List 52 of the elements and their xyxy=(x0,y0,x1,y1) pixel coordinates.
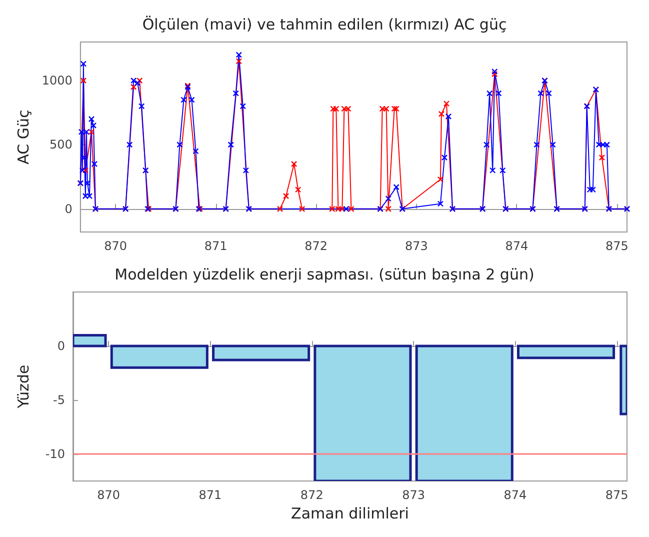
point xyxy=(330,106,336,112)
x-tick-label: 875 xyxy=(606,239,628,253)
y-tick-label: -10 xyxy=(45,447,65,461)
y-axis-title: Yüzde xyxy=(14,364,32,410)
y-tick-label: 500 xyxy=(50,138,72,152)
point xyxy=(339,206,346,212)
chart-title: Ölçülen (mavi) ve tahmin edilen (kırmızı) AC güç xyxy=(142,16,507,34)
point xyxy=(276,206,284,212)
point xyxy=(282,192,290,200)
x-axis-title: Zaman dilimleri xyxy=(291,504,409,522)
point xyxy=(335,206,342,212)
x-tick-label: 872 xyxy=(304,239,328,253)
point xyxy=(333,106,340,112)
y-axis-title: AC Güç xyxy=(14,110,32,164)
point xyxy=(341,106,348,112)
point xyxy=(385,206,392,212)
point xyxy=(82,167,89,174)
point xyxy=(393,106,400,112)
point xyxy=(236,58,242,64)
point xyxy=(437,176,444,182)
y-tick-label: 0 xyxy=(64,202,72,216)
point xyxy=(379,106,386,112)
chart-title: Modelden yüzdelik enerji sapması. (sütun başına 2 gün) xyxy=(114,266,534,284)
x-tick-label: 870 xyxy=(104,239,127,253)
x-tick-label: 873 xyxy=(404,239,428,253)
x-tick-label: 871 xyxy=(198,488,222,502)
point xyxy=(443,100,450,107)
point xyxy=(438,110,445,117)
x-tick-label: 870 xyxy=(97,488,120,502)
x-tick-label: 872 xyxy=(300,488,324,502)
point xyxy=(136,77,143,84)
x-tick-label: 871 xyxy=(204,239,228,253)
point xyxy=(290,160,298,168)
point xyxy=(80,77,87,84)
point xyxy=(130,84,137,90)
x-tick-label: 874 xyxy=(504,488,527,502)
x-tick-label: 873 xyxy=(402,488,425,502)
y-tick-label: 0 xyxy=(57,339,65,353)
point xyxy=(294,186,302,193)
point xyxy=(348,206,354,212)
point xyxy=(298,206,306,212)
point xyxy=(598,154,606,161)
y-tick-label: -5 xyxy=(53,393,65,407)
point xyxy=(492,70,498,78)
point xyxy=(391,106,398,112)
point xyxy=(329,206,336,212)
x-tick-label: 874 xyxy=(505,239,528,253)
point xyxy=(383,106,390,112)
point xyxy=(345,106,352,112)
y-tick-label: 1000 xyxy=(42,74,72,88)
point xyxy=(88,128,95,135)
x-tick-label: 875 xyxy=(605,488,628,502)
